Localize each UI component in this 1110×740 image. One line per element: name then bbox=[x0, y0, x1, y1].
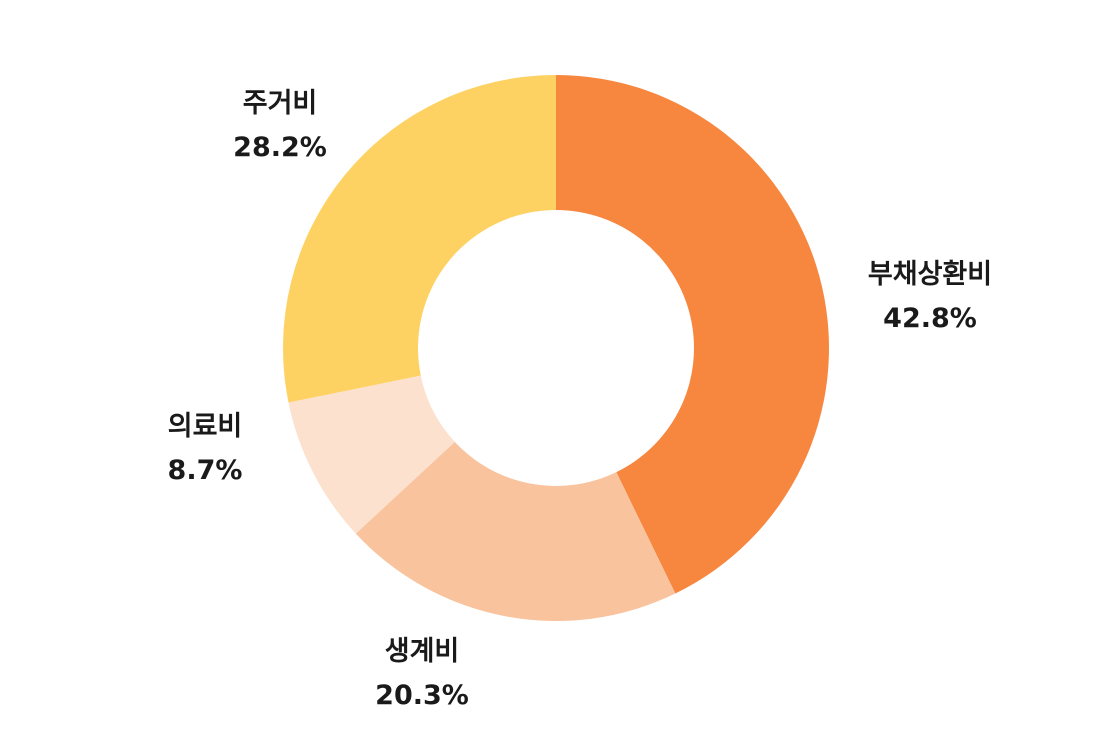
donut-slices bbox=[283, 75, 830, 621]
slice-value-debt-repayment: 42.8% bbox=[883, 303, 977, 334]
slice-housing-expenses bbox=[283, 75, 556, 403]
slice-label-debt-repayment: 부채상환비 bbox=[868, 259, 992, 290]
slice-debt-repayment bbox=[556, 75, 830, 594]
slice-label-housing-expenses: 주거비 bbox=[243, 88, 318, 119]
slice-value-living-expenses: 20.3% bbox=[375, 680, 469, 711]
slice-label-medical-expenses: 의료비 bbox=[168, 411, 243, 442]
slice-labels: 부채상환비 42.8% 생계비 20.3% 의료비 8.7% 주거비 28.2% bbox=[168, 88, 993, 711]
slice-living-expenses bbox=[355, 441, 676, 621]
slice-label-living-expenses: 생계비 bbox=[385, 636, 460, 667]
slice-value-medical-expenses: 8.7% bbox=[168, 455, 243, 486]
slice-value-housing-expenses: 28.2% bbox=[233, 132, 327, 163]
slice-medical-expenses bbox=[288, 375, 455, 534]
